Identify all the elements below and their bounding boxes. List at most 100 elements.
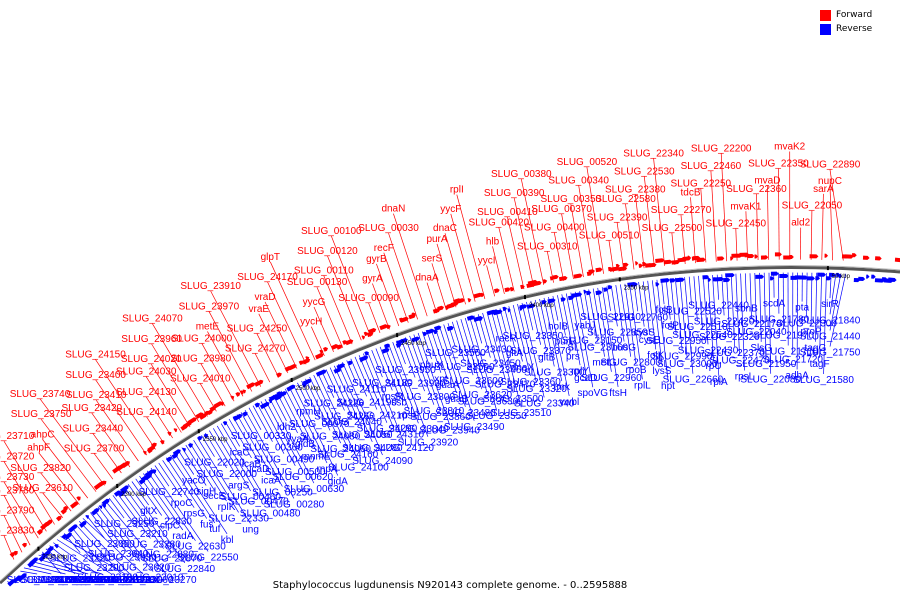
forward-gene-label: SLUG_24000 bbox=[172, 334, 233, 345]
forward-gene-label: SLUG_00090 bbox=[338, 293, 399, 304]
forward-gene-label: dnaC bbox=[433, 223, 457, 234]
reverse-leader-line bbox=[823, 272, 827, 375]
forward-leader-line bbox=[145, 396, 173, 439]
reverse-leader-line bbox=[698, 275, 703, 329]
forward-gene-arrow bbox=[552, 274, 559, 280]
reverse-leader-line bbox=[829, 273, 847, 347]
scale-label: 2400 kbp bbox=[529, 303, 554, 309]
reverse-gene-arrow bbox=[725, 273, 735, 278]
reverse-leader-line bbox=[409, 335, 435, 405]
forward-gene-label: SLUG_00120 bbox=[297, 246, 358, 257]
reverse-leader-line bbox=[482, 312, 497, 365]
reverse-leader-line bbox=[23, 567, 52, 575]
forward-leader-line bbox=[327, 255, 362, 341]
reverse-gene-label: icaB bbox=[242, 459, 262, 470]
reverse-gene-arrow bbox=[858, 276, 866, 281]
forward-leader-line bbox=[383, 252, 409, 323]
forward-gene-label: hlb bbox=[486, 236, 500, 247]
reverse-gene-label: folK bbox=[647, 350, 665, 361]
forward-gene-arrow bbox=[809, 254, 819, 259]
reverse-gene-label: SLUG_24340 bbox=[7, 575, 68, 586]
reverse-leader-line bbox=[712, 274, 720, 376]
reverse-gene-label: SLUG_23810 bbox=[404, 406, 465, 417]
reverse-leader-line bbox=[166, 457, 208, 519]
reverse-gene-label: SLUG_23460 bbox=[466, 365, 527, 376]
forward-gene-arrow bbox=[331, 344, 339, 350]
forward-gene-arrow bbox=[663, 259, 673, 265]
reverse-leader-line bbox=[371, 349, 383, 378]
reverse-gene-label: SLUG_22300 bbox=[776, 319, 837, 330]
reverse-gene-label: SLUG_22990 bbox=[652, 352, 713, 363]
reverse-gene-label: SLUG_24260 bbox=[314, 412, 375, 423]
reverse-gene-arrow bbox=[29, 557, 38, 566]
reverse-gene-label: SLUG_22510 bbox=[667, 322, 728, 333]
forward-leader-line bbox=[671, 232, 676, 265]
forward-leader-line bbox=[680, 215, 686, 265]
forward-gene-arrow bbox=[595, 267, 603, 273]
reverse-gene-label: secE bbox=[203, 491, 226, 502]
reverse-leader-line bbox=[486, 311, 506, 379]
reverse-leader-line bbox=[127, 483, 186, 564]
reverse-leader-line bbox=[534, 299, 548, 352]
reverse-leader-line bbox=[177, 449, 195, 475]
reverse-leader-line bbox=[367, 351, 404, 442]
reverse-gene-label: SLUG_23570 bbox=[72, 575, 133, 586]
reverse-gene-label: rplA bbox=[710, 377, 728, 388]
reverse-leader-line bbox=[464, 317, 489, 396]
reverse-leader-line bbox=[526, 301, 534, 331]
reverse-gene-arrow bbox=[7, 579, 15, 587]
reverse-gene-label: SLUG_24060 bbox=[310, 444, 371, 455]
forward-leader-line bbox=[829, 186, 833, 261]
reverse-leader-line bbox=[256, 403, 285, 454]
reverse-gene-label: lysS bbox=[653, 366, 672, 377]
reverse-leader-line bbox=[75, 524, 122, 575]
reverse-leader-line bbox=[329, 367, 353, 417]
forward-gene-label: SLUG_23790 bbox=[0, 506, 35, 517]
reverse-gene-label: pbuX bbox=[420, 360, 444, 371]
reverse-leader-line bbox=[749, 273, 752, 319]
forward-gene-arrow bbox=[239, 390, 245, 395]
forward-leader-line bbox=[426, 282, 438, 314]
reverse-gene-label: kbl bbox=[221, 535, 234, 546]
forward-gene-label: rplI bbox=[450, 185, 464, 196]
reverse-gene-label: SLUG_22370 bbox=[704, 348, 765, 359]
forward-leader-line bbox=[95, 400, 139, 462]
reverse-gene-label: SLUG_22910 bbox=[580, 312, 641, 323]
reverse-leader-line bbox=[744, 273, 747, 303]
reverse-leader-line bbox=[651, 280, 663, 365]
reverse-gene-label: rpsL bbox=[735, 372, 755, 383]
reverse-gene-label: SLUG_00070 bbox=[289, 419, 350, 430]
reverse-gene-label: SLUG_23060 bbox=[113, 575, 174, 586]
forward-gene-label: SLUG_22250 bbox=[670, 179, 731, 190]
forward-gene-label: SLUG_00520 bbox=[557, 157, 618, 168]
reverse-gene-label: SLUG_24180 bbox=[352, 378, 413, 389]
reverse-gene-label: sirR bbox=[821, 299, 839, 310]
forward-gene-arrow bbox=[195, 412, 204, 419]
reverse-leader-line bbox=[292, 384, 339, 476]
scale-tick bbox=[37, 546, 40, 551]
forward-gene-arrow bbox=[622, 262, 629, 268]
reverse-gene-label: holB bbox=[548, 322, 568, 333]
reverse-leader-line bbox=[82, 518, 144, 575]
forward-leader-line bbox=[313, 306, 334, 353]
reverse-leader-line bbox=[477, 314, 491, 358]
reverse-gene-label: SLUG_22960 bbox=[581, 373, 642, 384]
legend: Forward Reverse bbox=[820, 8, 890, 36]
forward-leader-line bbox=[3, 461, 47, 532]
forward-gene-label: SLUG_23400 bbox=[65, 370, 126, 381]
scale-label: 2500 kbp bbox=[296, 386, 321, 392]
reverse-leader-line bbox=[60, 536, 126, 575]
forward-gene-arrow bbox=[187, 417, 197, 425]
reverse-gene-label: SLUG_23950 bbox=[375, 365, 436, 376]
reverse-leader-line bbox=[93, 509, 127, 552]
forward-swatch bbox=[820, 9, 831, 21]
reverse-gene-label: gidA bbox=[328, 477, 348, 488]
reverse-leader-line bbox=[417, 332, 450, 425]
reverse-gene-label: SLUG_22550 bbox=[178, 552, 239, 563]
forward-leader-line bbox=[151, 343, 200, 422]
reverse-leader-line bbox=[170, 455, 216, 524]
forward-gene-arrow bbox=[55, 515, 62, 522]
forward-leader-line bbox=[431, 263, 447, 311]
reverse-gene-label: SLUG_22870 bbox=[142, 554, 203, 565]
reverse-gene-label: SLUG_23920 bbox=[398, 438, 459, 449]
